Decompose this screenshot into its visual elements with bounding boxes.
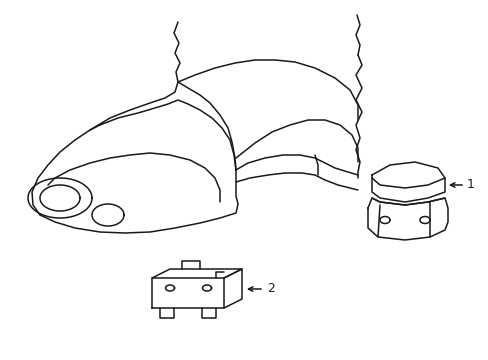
Text: 1: 1 [466, 179, 474, 192]
Text: 2: 2 [266, 283, 274, 296]
